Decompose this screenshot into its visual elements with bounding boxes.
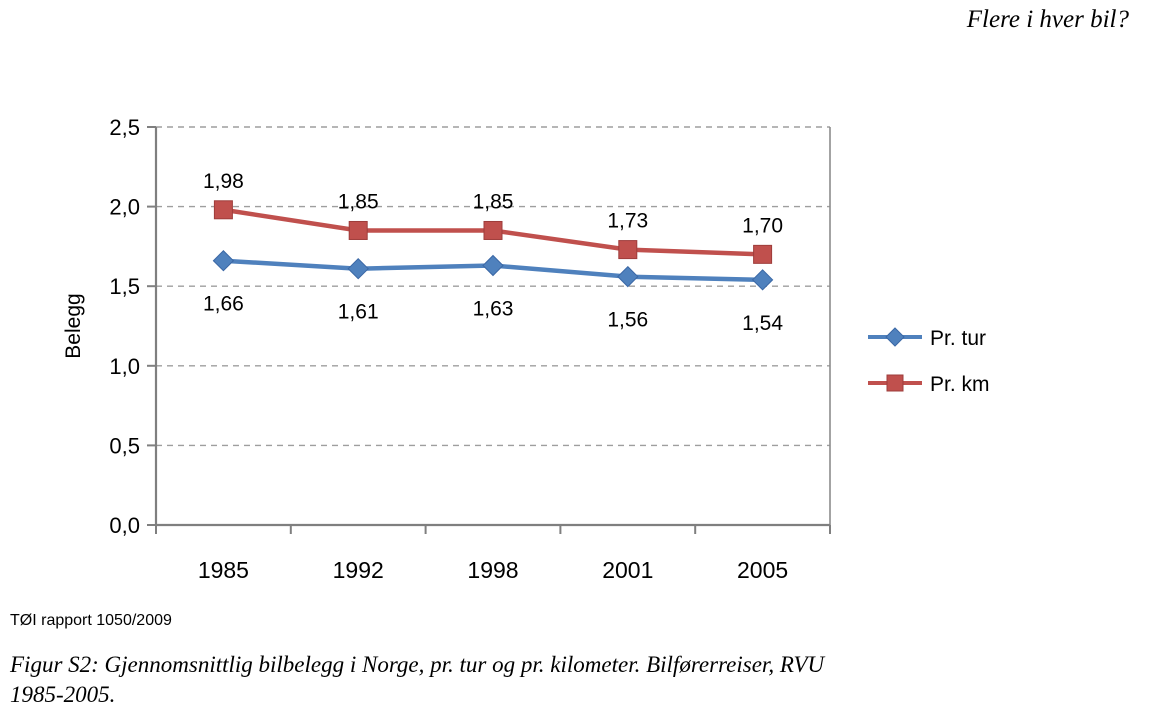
chart-data-labels: 1,66 1,61 1,63 1,56 1,54 1,98 1,85 1,85 1,73 1,70 xyxy=(203,170,783,335)
y-tick-label: 1,5 xyxy=(109,274,140,299)
chart: 1,66 1,61 1,63 1,56 1,54 1,98 1,85 1,85 1,73 1,70… xyxy=(62,115,990,583)
legend-label: Pr. km xyxy=(930,373,990,396)
data-point-marker-pr-km xyxy=(618,240,638,260)
x-tick-label: 2001 xyxy=(602,557,653,583)
chart-gridlines xyxy=(156,126,830,447)
data-point-marker-pr-km xyxy=(753,244,773,264)
y-tick-label: 0,5 xyxy=(109,433,140,458)
data-label-pr-tur: 1,66 xyxy=(203,293,244,316)
data-label-pr-tur: 1,63 xyxy=(473,298,514,321)
data-point-marker-pr-tur xyxy=(347,257,369,280)
data-label-pr-tur: 1,61 xyxy=(338,301,379,324)
y-tick-label: 2,0 xyxy=(109,195,140,220)
y-axis-title: Belegg xyxy=(62,293,85,358)
data-point-marker-pr-km xyxy=(348,220,368,240)
legend-item-pr-tur: Pr. tur xyxy=(868,327,986,350)
y-tick-label: 2,5 xyxy=(109,115,140,140)
x-tick-label: 1992 xyxy=(333,557,384,583)
data-point-marker-pr-tur xyxy=(751,269,774,291)
chart-axes xyxy=(147,126,831,534)
chart-series xyxy=(212,200,774,291)
legend-swatch-diamond-icon xyxy=(885,327,905,347)
y-tick-label: 1,0 xyxy=(109,354,140,379)
data-label-pr-km: 1,70 xyxy=(742,214,783,237)
figure-caption-line2: 1985-2005. xyxy=(10,682,116,708)
x-tick-label: 2005 xyxy=(737,557,788,583)
data-label-pr-km: 1,85 xyxy=(473,190,514,213)
data-label-pr-km: 1,85 xyxy=(338,190,379,213)
data-point-marker-pr-km xyxy=(483,220,503,240)
figure-caption-line1: Figur S2: Gjennomsnittlig bilbelegg i No… xyxy=(10,652,825,677)
data-point-marker-pr-tur xyxy=(482,254,504,277)
page-header-title: Flere i hver bil? xyxy=(966,6,1129,33)
data-point-marker-pr-tur xyxy=(212,250,235,272)
legend-label: Pr. tur xyxy=(930,327,986,350)
source-note: TØI rapport 1050/2009 xyxy=(10,612,172,629)
x-tick-label: 1985 xyxy=(198,557,249,583)
data-point-marker-pr-km xyxy=(213,200,233,220)
data-point-marker-pr-tur xyxy=(617,265,639,288)
y-tick-label: 0,0 xyxy=(109,513,140,538)
legend-swatch-square-icon xyxy=(886,374,904,392)
chart-axis-labels: 0,0 0,5 1,0 1,5 2,0 2,5 1985 1992 1998 2001 2005 Be… xyxy=(62,115,788,583)
data-label-pr-tur: 1,56 xyxy=(607,309,648,332)
figure-caption: Figur S2: Gjennomsnittlig bilbelegg i No… xyxy=(10,650,1090,711)
data-label-pr-tur: 1,54 xyxy=(742,312,783,335)
x-tick-label: 1998 xyxy=(467,557,518,583)
data-label-pr-km: 1,73 xyxy=(607,210,648,233)
legend-item-pr-km: Pr. km xyxy=(868,373,990,396)
chart-legend: Pr. tur Pr. km xyxy=(868,327,990,396)
data-label-pr-km: 1,98 xyxy=(203,170,244,193)
